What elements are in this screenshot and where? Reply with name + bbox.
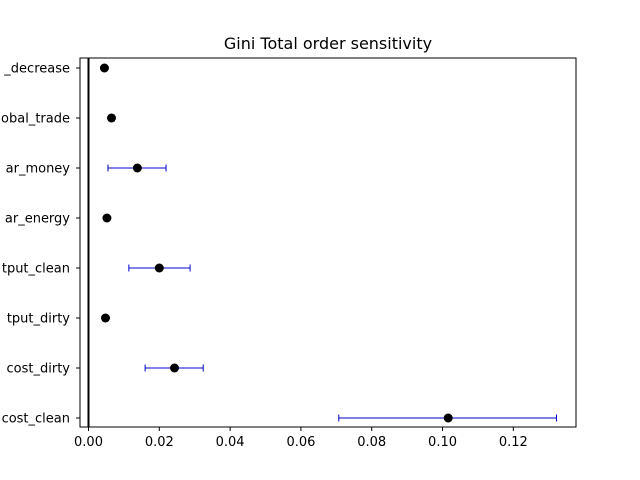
ytick-label-obal_trade: obal_trade [1, 112, 70, 127]
x-axis-ticks: 0.00 0.02 0.04 0.06 0.08 0.10 0.12 [74, 427, 528, 450]
ytick-label-tput_dirty: tput_dirty [7, 312, 70, 327]
xtick-label-6: 0.12 [499, 435, 528, 450]
ytick-label-ar_money: ar_money [6, 162, 71, 177]
xtick-label-4: 0.08 [357, 435, 386, 450]
point-tput_dirty [100, 313, 110, 323]
point-cost_dirty [170, 363, 180, 373]
point-obal_trade [107, 113, 117, 123]
y-axis-ticks: _decrease obal_trade ar_money ar_energytput… [1, 62, 80, 427]
ytick-label-_decrease: _decrease [3, 62, 70, 77]
point-ar_energy [102, 213, 112, 223]
point-tput_clean [154, 263, 164, 273]
ytick-label-ar_energy: ar_energy [5, 212, 70, 227]
xtick-label-3: 0.06 [286, 435, 315, 450]
ytick-label-tput_clean: tput_clean [2, 262, 70, 277]
point-ar_money [132, 163, 142, 173]
chart-title: Gini Total order sensitivity [224, 34, 432, 53]
xtick-label-0: 0.00 [74, 435, 103, 450]
data-points [99, 63, 453, 423]
ytick-label-cost_dirty: cost_dirty [7, 362, 71, 377]
point-cost_clean [443, 413, 453, 423]
plot-frame [79, 57, 577, 428]
xtick-label-1: 0.02 [145, 435, 174, 450]
errorbars [107, 114, 558, 422]
xtick-label-2: 0.04 [216, 435, 245, 450]
ytick-label-cost_clean: cost_clean [2, 412, 70, 427]
point-_decrease [99, 63, 109, 73]
xtick-label-5: 0.10 [428, 435, 457, 450]
